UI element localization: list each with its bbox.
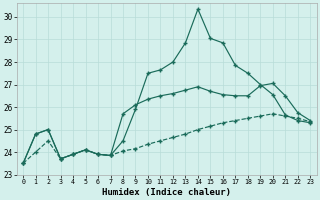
X-axis label: Humidex (Indice chaleur): Humidex (Indice chaleur) xyxy=(102,188,231,197)
